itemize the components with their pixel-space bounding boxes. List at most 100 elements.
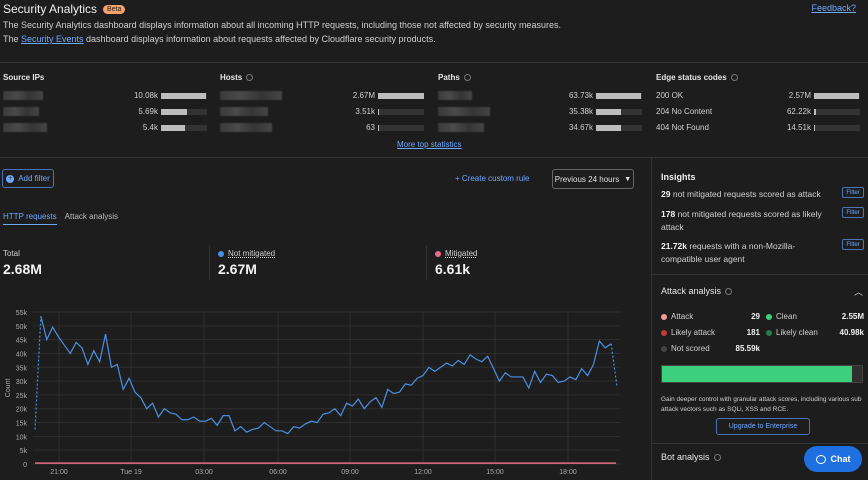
source-ips-panel: Source IPs 10.08k 5.69k 5.4k — [3, 73, 208, 132]
info-icon[interactable] — [246, 74, 254, 81]
tab-http-requests[interactable]: HTTP requests — [3, 212, 57, 225]
plus-circle-icon: + — [6, 174, 15, 183]
x-tick-label: Tue 19 — [120, 469, 142, 476]
redacted-host — [220, 91, 282, 100]
y-tick-label: 15k — [16, 421, 28, 428]
edge-status-panel: Edge status codes 200 OK 2.57M 204 No Con… — [656, 73, 861, 132]
chat-bubble-icon — [815, 454, 826, 464]
description-1: The Security Analytics dashboard display… — [3, 20, 561, 30]
insights-panel: Insights 29 not mitigated requests score… — [652, 163, 868, 480]
y-tick-label: 50k — [16, 324, 28, 331]
y-tick-label: 45k — [16, 338, 28, 345]
stat-row[interactable]: 63 — [220, 122, 425, 134]
share-bar — [596, 125, 621, 131]
attack-score-bar[interactable] — [661, 365, 863, 383]
redacted-host — [220, 107, 268, 116]
insight-item: 178 not mitigated requests scored as lik… — [661, 209, 822, 232]
series-dashed-start — [34, 316, 42, 430]
share-bar — [814, 93, 859, 99]
not-scored-legend-row: Not scored — [661, 344, 710, 353]
share-bar — [378, 93, 424, 99]
stat-row[interactable]: 200 OK 2.57M — [656, 90, 861, 102]
attack-legend-row: Attack — [661, 312, 693, 321]
stat-row[interactable]: 3.51k — [220, 106, 425, 118]
divider — [651, 157, 652, 480]
stat-row[interactable]: 5.4k — [3, 122, 208, 134]
stat-row[interactable]: 204 No Content 62.22k — [656, 106, 861, 118]
tab-attack-analysis[interactable]: Attack analysis — [64, 212, 119, 221]
hosts-title: Hosts — [220, 73, 425, 82]
not-mitigated-series-line — [40, 315, 612, 435]
insight-filter-button[interactable]: Filter — [842, 207, 864, 218]
x-tick-label: 03:00 — [195, 469, 213, 476]
redacted-ip — [3, 107, 39, 116]
x-tick-label: 21:00 — [50, 469, 68, 476]
x-tick-label: 18:00 — [559, 469, 577, 476]
info-icon[interactable] — [730, 74, 738, 81]
not-mitigated-metric[interactable]: Not mitigated 2.67M — [218, 249, 276, 277]
requests-chart[interactable]: 0 5k 10k 15k 20k 25k 30k 35k 40k 45k 50k 55k Count 21… — [0, 300, 650, 480]
redacted-path — [438, 91, 472, 100]
redacted-path — [438, 107, 490, 116]
hosts-panel: Hosts 2.67M 3.51k 63 — [220, 73, 425, 132]
chat-button[interactable]: Chat — [804, 446, 862, 472]
chevron-up-icon[interactable]: ︿ — [854, 287, 864, 297]
stat-row[interactable]: 63.73k — [438, 90, 643, 102]
divider — [0, 157, 868, 158]
insight-item: 21.72k requests with a non-Mozilla-compa… — [661, 241, 796, 264]
stat-row[interactable]: 2.67M — [220, 90, 425, 102]
share-bar — [814, 125, 815, 131]
share-bar — [814, 109, 816, 115]
add-filter-button[interactable]: + Add filter — [2, 169, 54, 188]
stat-row[interactable]: 404 Not Found 14.51k — [656, 122, 861, 134]
legend-dot — [766, 313, 772, 320]
create-custom-rule-button[interactable]: + Create custom rule — [455, 174, 530, 183]
more-top-statistics-link[interactable]: More top statistics — [397, 140, 462, 149]
legend-dot — [218, 250, 224, 257]
legend-dot — [661, 329, 667, 336]
feedback-link[interactable]: Feedback? — [811, 3, 856, 13]
info-icon[interactable] — [713, 453, 721, 461]
series-dashed-end — [610, 343, 618, 387]
time-range-select[interactable]: Previous 24 hours ▼ — [552, 169, 634, 189]
share-bar — [378, 125, 379, 131]
info-icon[interactable] — [463, 74, 471, 81]
page-title: Security Analytics Beta — [3, 2, 126, 16]
y-tick-label: 0 — [23, 462, 27, 469]
page-header: Security Analytics Beta Feedback? The Se… — [0, 0, 868, 62]
total-metric: Total 2.68M — [3, 249, 42, 277]
divider — [0, 62, 868, 63]
y-tick-label: 10k — [16, 434, 28, 441]
stat-row[interactable]: 5.69k — [3, 106, 208, 118]
redacted-host — [220, 123, 272, 132]
attack-analysis-header[interactable]: Attack analysis — [661, 286, 733, 296]
likely-clean-legend-row: Likely clean — [766, 328, 818, 337]
upgrade-note: Gain deeper control with granular attack… — [661, 396, 862, 413]
clean-legend-row: Clean — [766, 312, 797, 321]
stat-row[interactable]: 10.08k — [3, 90, 208, 102]
info-icon[interactable] — [725, 287, 733, 295]
paths-title: Paths — [438, 73, 643, 82]
stat-row[interactable]: 35.38k — [438, 106, 643, 118]
upgrade-button[interactable]: Upgrade to Enterprise — [716, 418, 810, 435]
x-tick-label: 09:00 — [341, 469, 359, 476]
plus-icon: + — [455, 174, 460, 183]
legend-dot — [661, 313, 667, 320]
redacted-ip — [3, 123, 47, 132]
share-bar — [596, 109, 621, 115]
likely-attack-legend-row: Likely attack — [661, 328, 715, 337]
share-bar — [596, 93, 641, 99]
y-tick-label: 55k — [16, 310, 28, 317]
bot-analysis-header[interactable]: Bot analysis — [661, 452, 721, 462]
mitigated-metric[interactable]: Mitigated 6.61k — [435, 249, 478, 277]
share-bar — [161, 93, 206, 99]
stat-row[interactable]: 34.67k — [438, 122, 643, 134]
requests-chart-svg: 0 5k 10k 15k 20k 25k 30k 35k 40k 45k 50k 55k Count 21… — [5, 310, 620, 476]
redacted-path — [438, 123, 484, 132]
insight-filter-button[interactable]: Filter — [842, 187, 864, 198]
insight-filter-button[interactable]: Filter — [842, 239, 864, 250]
insights-title: Insights — [661, 172, 696, 182]
security-events-link[interactable]: Security Events — [21, 34, 84, 44]
legend-dot — [661, 345, 667, 352]
y-tick-label: 30k — [16, 379, 28, 386]
